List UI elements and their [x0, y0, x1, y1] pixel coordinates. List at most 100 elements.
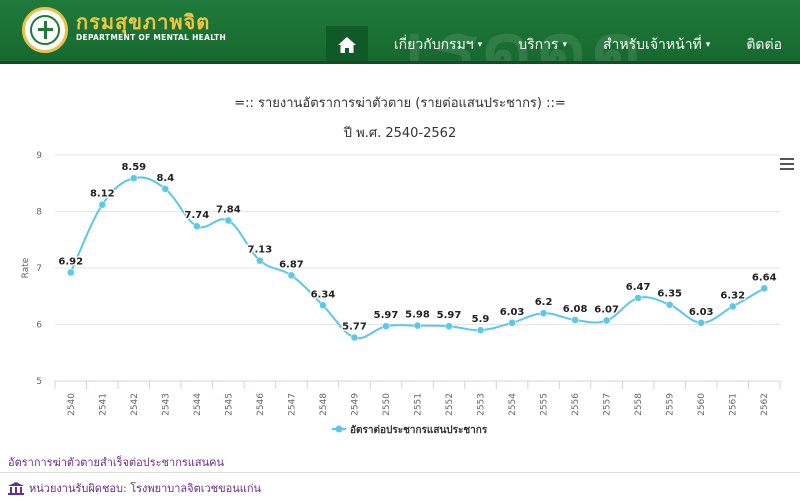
chart-subtitle: ปี พ.ศ. 2540-2562 [343, 126, 457, 141]
nav-staff[interactable]: สำหรับเจ้าหน้าที่ ▾ [585, 26, 728, 61]
data-point[interactable] [508, 319, 516, 327]
data-point[interactable] [602, 316, 611, 325]
data-point[interactable] [634, 294, 642, 302]
nav-contact-label: ติดต่อ [746, 37, 782, 53]
nav-services[interactable]: บริการ ▾ [500, 26, 585, 61]
x-tick-label: 2551 [414, 393, 424, 416]
data-point[interactable] [161, 185, 170, 193]
chart-gridlines [55, 154, 780, 382]
nav-home-button[interactable] [325, 26, 368, 61]
data-label: 5.77 [342, 321, 367, 332]
hamburger-icon-bar [780, 158, 794, 160]
x-tick-label: 2557 [603, 393, 613, 416]
data-point[interactable] [256, 256, 264, 265]
x-tick-label: 2542 [130, 393, 140, 416]
chart-menu-button[interactable] [780, 158, 794, 170]
data-point[interactable] [728, 302, 737, 311]
data-point[interactable] [665, 300, 674, 309]
x-tick-label: 2555 [540, 393, 550, 416]
data-point[interactable] [98, 200, 107, 209]
data-point[interactable] [571, 316, 579, 324]
data-label: 8.12 [90, 189, 115, 200]
logo-emblem-icon [30, 15, 60, 45]
data-point[interactable] [193, 222, 201, 230]
data-label: 7.74 [185, 210, 210, 221]
data-point[interactable] [697, 319, 705, 327]
x-tick-label: 2546 [256, 393, 266, 416]
data-point[interactable] [539, 309, 548, 317]
data-point[interactable] [224, 216, 233, 225]
nav-about[interactable]: เกี่ยวกับกรมฯ ▾ [376, 26, 500, 61]
department-logo[interactable] [22, 7, 68, 53]
x-tick-label: 2540 [67, 393, 77, 416]
main-nav: เกี่ยวกับกรมฯ ▾ บริการ ▾ สำหรับเจ้าหน้าที่… [325, 26, 800, 61]
header-watermark: เรดดด [405, 7, 646, 64]
data-point[interactable] [413, 321, 422, 330]
data-point[interactable] [130, 174, 138, 182]
x-tick-label: 2552 [445, 393, 455, 416]
data-label: 5.98 [405, 310, 430, 321]
chevron-down-icon: ▾ [562, 40, 567, 50]
legend-label: อัตราต่อประชากรแสนประชากร [350, 424, 488, 436]
data-label: 8.59 [121, 162, 146, 173]
data-point[interactable] [67, 268, 75, 277]
x-axis-ticks: 2540 2541 2542 2543 2544 2545 2546 2547 2548 2549… [54, 381, 781, 416]
data-label: 6.03 [500, 307, 525, 318]
chart-legend[interactable]: อัตราต่อประชากรแสนประชากร [332, 424, 488, 436]
data-point[interactable] [287, 271, 296, 280]
data-point[interactable] [382, 322, 390, 330]
y-axis-label: Rate [21, 257, 31, 278]
data-label: 6.87 [279, 259, 304, 270]
footer-note: อัตราการฆ่าตัวตายสำเร็จต่อประชากรแสนคน [8, 456, 224, 469]
x-tick-label: 2549 [350, 393, 360, 416]
brand-name-thai[interactable]: กรมสุขภาพจิต [76, 10, 211, 34]
data-point[interactable] [760, 284, 768, 293]
home-icon [337, 37, 356, 53]
x-tick-label: 2550 [382, 393, 392, 416]
x-tick-label: 2562 [760, 393, 770, 416]
x-tick-label: 2545 [224, 393, 234, 416]
data-label: 5.97 [437, 310, 462, 321]
x-tick-label: 2559 [666, 393, 676, 416]
data-label: 6.03 [689, 307, 714, 318]
nav-services-label: บริการ [518, 37, 559, 53]
chart-title: =:: รายงานอัตราการฆ่าตัวตาย (รายต่อแสนปร… [234, 96, 566, 111]
y-tick-label: 6 [36, 321, 42, 331]
data-label: 7.13 [248, 245, 273, 256]
data-point[interactable] [319, 301, 327, 310]
x-tick-label: 2544 [193, 393, 203, 416]
y-tick-label: 5 [36, 377, 42, 387]
data-labels: 6.92 8.12 8.59 8.4 7.74 7.84 7.13 6.87 6.34 5.77 5… [57, 161, 778, 334]
data-point[interactable] [476, 326, 485, 334]
hamburger-icon-bar [780, 168, 794, 170]
data-label: 6.47 [626, 282, 651, 293]
data-label: 6.32 [720, 290, 745, 301]
data-label: 6.64 [752, 272, 777, 283]
y-tick-label: 9 [36, 151, 42, 161]
x-tick-label: 2556 [571, 393, 581, 416]
data-label: 6.08 [563, 304, 588, 315]
x-tick-label: 2554 [508, 393, 518, 416]
data-label: 6.35 [657, 289, 682, 300]
nav-staff-label: สำหรับเจ้าหน้าที่ [603, 37, 702, 53]
data-label: 6.92 [58, 257, 83, 268]
chevron-down-icon: ▾ [477, 40, 483, 50]
hamburger-icon-bar [780, 163, 794, 165]
data-label: 5.97 [374, 310, 399, 321]
building-icon [8, 481, 24, 495]
data-label: 5.9 [472, 314, 490, 325]
data-label: 7.84 [216, 205, 241, 216]
x-tick-label: 2548 [319, 393, 329, 416]
y-axis-ticks: 5 6 7 8 9 [36, 151, 42, 387]
data-point[interactable] [445, 322, 453, 330]
data-label: 8.4 [156, 173, 174, 184]
y-tick-label: 8 [36, 208, 42, 218]
legend-swatch-marker [335, 425, 343, 433]
footer-org[interactable]: หน่วยงานรับผิดชอบ: โรงพยาบาลจิตเวชขอนแก่… [8, 479, 261, 497]
data-label: 6.07 [594, 305, 619, 316]
x-tick-label: 2541 [98, 393, 108, 416]
data-point[interactable] [350, 333, 359, 342]
brand-name-english: DEPARTMENT OF MENTAL HEALTH [76, 33, 227, 42]
nav-contact[interactable]: ติดต่อ [728, 26, 800, 61]
